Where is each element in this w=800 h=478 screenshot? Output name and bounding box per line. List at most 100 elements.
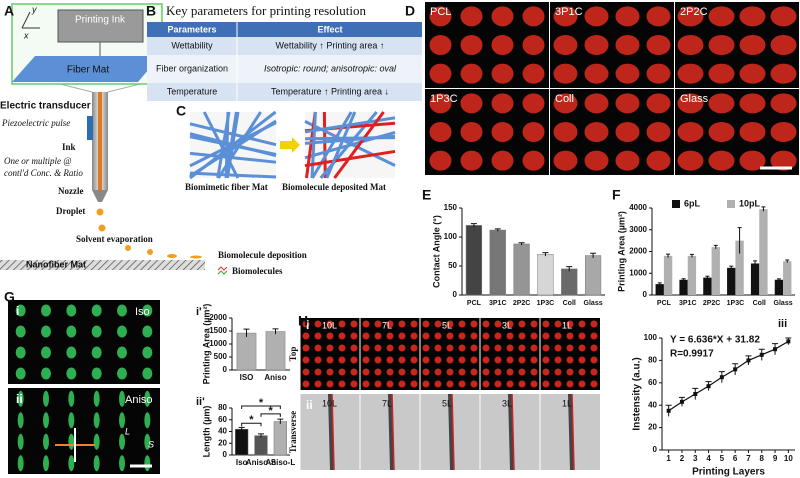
spot bbox=[615, 93, 640, 114]
spot bbox=[470, 332, 478, 340]
spot bbox=[302, 332, 310, 340]
spot bbox=[374, 380, 382, 388]
error-bar bbox=[776, 278, 781, 281]
spot bbox=[144, 433, 151, 450]
spot bbox=[554, 320, 562, 328]
spot bbox=[350, 368, 358, 376]
spot bbox=[429, 150, 452, 171]
error-bar bbox=[737, 227, 742, 254]
bar bbox=[465, 225, 483, 296]
y-tick-label: 20 bbox=[648, 423, 657, 432]
spot bbox=[326, 332, 334, 340]
y-tick-label: 60 bbox=[218, 415, 227, 424]
biomolecule-icon bbox=[217, 270, 228, 275]
x-tick-label: PCL bbox=[467, 300, 482, 307]
marker bbox=[719, 375, 724, 380]
spot bbox=[429, 93, 452, 114]
droplet bbox=[190, 255, 202, 259]
panel-label: A bbox=[4, 3, 14, 19]
x-tick-label: Coll bbox=[753, 300, 766, 307]
spot bbox=[646, 63, 671, 84]
spot bbox=[386, 320, 394, 328]
error-bar bbox=[590, 252, 597, 258]
spot bbox=[362, 356, 370, 364]
spot bbox=[398, 368, 406, 376]
panel-label: i' bbox=[196, 306, 202, 318]
spot bbox=[68, 455, 75, 472]
image-label: Aniso bbox=[125, 394, 153, 406]
y-tick-label: 500 bbox=[214, 352, 228, 361]
row-label: Top bbox=[288, 347, 298, 362]
spot bbox=[302, 368, 310, 376]
spot bbox=[460, 122, 483, 142]
spot bbox=[518, 368, 526, 376]
table-header-cell: Parameters bbox=[167, 24, 216, 34]
spot bbox=[386, 368, 394, 376]
bar bbox=[236, 332, 257, 371]
spot bbox=[590, 320, 598, 328]
spot bbox=[422, 320, 430, 328]
fiber bbox=[304, 134, 396, 145]
y-tick-label: 1500 bbox=[209, 326, 227, 335]
print-layer bbox=[391, 393, 395, 471]
spot bbox=[470, 380, 478, 388]
spot bbox=[142, 367, 153, 380]
transducer bbox=[87, 116, 93, 140]
spot bbox=[398, 344, 406, 352]
spot bbox=[522, 35, 545, 55]
nanofiber-mat bbox=[0, 260, 205, 270]
spot bbox=[422, 356, 430, 364]
spot bbox=[434, 332, 442, 340]
y-tick-label: 0 bbox=[223, 450, 228, 459]
x-tick-label: 6 bbox=[733, 454, 738, 463]
spot bbox=[590, 344, 598, 352]
spot bbox=[739, 122, 766, 142]
significance-label: * bbox=[259, 397, 264, 409]
image-label: 3P1C bbox=[555, 6, 583, 18]
panel-label: G bbox=[4, 289, 15, 305]
spot bbox=[142, 325, 153, 338]
y-tick-label: 4000 bbox=[629, 203, 647, 212]
spot bbox=[677, 93, 704, 114]
spot bbox=[491, 35, 514, 55]
error-bar bbox=[470, 223, 477, 228]
spot bbox=[578, 344, 586, 352]
spot bbox=[506, 356, 514, 364]
spot bbox=[494, 320, 502, 328]
spot bbox=[518, 320, 526, 328]
spot bbox=[17, 390, 24, 407]
y-tick-label: 150 bbox=[444, 203, 458, 212]
spot bbox=[460, 35, 483, 55]
spot bbox=[770, 35, 797, 55]
x-tick-label: 7 bbox=[746, 454, 751, 463]
x-tick-label: 2 bbox=[680, 454, 685, 463]
spot bbox=[506, 332, 514, 340]
error-bar bbox=[689, 253, 694, 258]
marker bbox=[786, 339, 791, 344]
y-tick-label: 80 bbox=[648, 356, 657, 365]
x-tick-label: 3P1C bbox=[489, 300, 507, 307]
spot bbox=[553, 35, 578, 55]
spot bbox=[677, 122, 704, 142]
sub-label: ii bbox=[16, 392, 23, 406]
bar bbox=[254, 435, 268, 456]
sub-label: i bbox=[16, 304, 19, 318]
sub-label: ii bbox=[306, 398, 313, 412]
spot bbox=[553, 63, 578, 84]
spot bbox=[446, 356, 454, 364]
print-layer bbox=[451, 393, 455, 471]
table-header bbox=[147, 22, 422, 37]
spot bbox=[66, 367, 77, 380]
x-tick-label: 4 bbox=[706, 454, 711, 463]
spot bbox=[314, 356, 322, 364]
spot bbox=[458, 332, 466, 340]
spot bbox=[43, 455, 49, 472]
spot bbox=[144, 455, 151, 472]
bar bbox=[537, 254, 554, 296]
spot bbox=[398, 380, 406, 388]
layer-label: 1L bbox=[562, 320, 572, 330]
legend-label: 6pL bbox=[684, 198, 701, 208]
spot bbox=[91, 325, 102, 338]
label: contl'd Conc. & Ratio bbox=[4, 168, 83, 178]
